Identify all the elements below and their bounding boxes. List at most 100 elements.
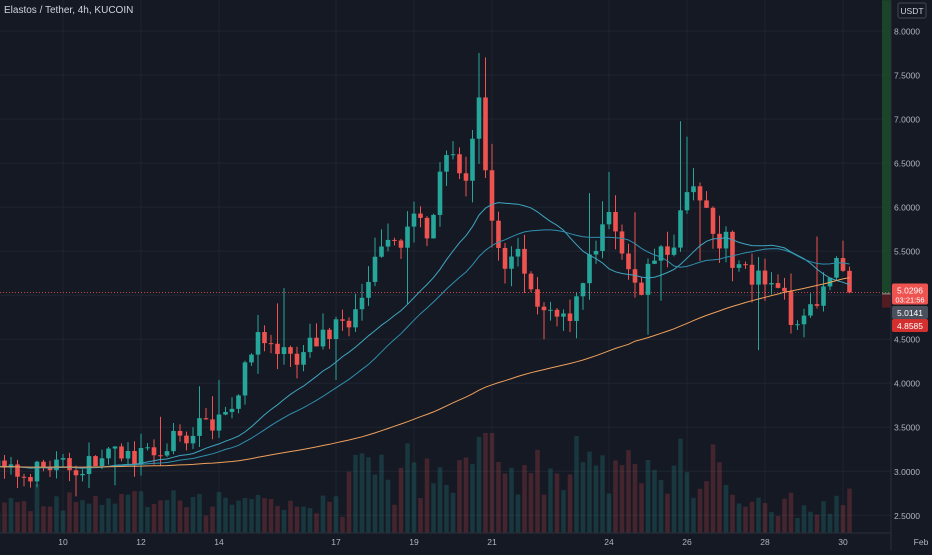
candle-body (594, 251, 599, 255)
volume-bar (665, 494, 670, 533)
volume-bar (366, 457, 371, 533)
candle-body (821, 286, 826, 305)
candle[interactable] (529, 271, 534, 292)
volume-bar (139, 491, 144, 533)
volume-bar (464, 457, 469, 533)
symbol-title: Elastos / Tether, 4h, KUCOIN (4, 5, 133, 16)
candle-body (334, 319, 339, 339)
candle-body (210, 419, 215, 430)
candle-body (795, 324, 800, 325)
volume-bar (691, 498, 696, 533)
candle-body (646, 264, 651, 295)
volume-bar (314, 513, 319, 533)
volume-bar (334, 496, 339, 533)
volume-bar (841, 505, 846, 533)
candle-body (321, 330, 326, 347)
candle-body (730, 232, 735, 268)
candle-body (477, 97, 482, 138)
volume-bar (477, 437, 482, 533)
candle-body (503, 248, 508, 269)
volume-bar (210, 507, 215, 533)
volume-bar (704, 481, 709, 533)
candle-body (418, 214, 423, 218)
price-tick-label: 6.0000 (894, 203, 920, 213)
candle[interactable] (431, 214, 436, 239)
volume-bar (594, 465, 599, 533)
volume-bar (373, 475, 378, 533)
time-tick-label: 26 (682, 537, 692, 547)
stop-price-value: 4.8585 (897, 321, 923, 331)
volume-bar (230, 505, 235, 533)
candle-body (15, 464, 20, 476)
volume-bar (769, 512, 774, 533)
candle-body (834, 258, 839, 278)
volume-bar (74, 502, 79, 533)
candle-body (139, 448, 144, 464)
candle-body (522, 249, 527, 274)
volume-bar (405, 443, 410, 533)
candle-body (217, 415, 222, 431)
volume-bar (204, 516, 209, 533)
entry-price-value: 5.0141 (897, 308, 923, 318)
volume-bar (106, 498, 111, 533)
candle-body (542, 307, 547, 311)
candle-body (171, 431, 176, 451)
candle-body (178, 431, 183, 436)
candle-body (269, 343, 274, 344)
candle-body (93, 456, 98, 466)
candle-body (652, 261, 657, 264)
price-tick-label: 4.0000 (894, 379, 920, 389)
candle-body (815, 304, 820, 306)
candle[interactable] (834, 256, 839, 280)
volume-bar (249, 499, 254, 533)
volume-bar (15, 502, 20, 533)
candle-body (756, 271, 761, 285)
volume-bar (327, 502, 332, 533)
candle-body (412, 214, 417, 227)
volume-bar (282, 510, 287, 533)
volume-bar (100, 505, 105, 533)
candle-body (256, 332, 261, 355)
volume-bar (119, 494, 124, 533)
price-tick-label: 4.5000 (894, 335, 920, 345)
volume-bar (191, 497, 196, 533)
price-tick-label: 7.5000 (894, 71, 920, 81)
candle-body (308, 338, 313, 352)
candle-body (132, 451, 137, 464)
volume-bar (776, 516, 781, 533)
volume-bar (522, 465, 527, 533)
time-tick-label: 19 (409, 537, 419, 547)
volume-bar (646, 460, 651, 533)
candle[interactable] (93, 455, 98, 466)
candle-body (782, 288, 787, 292)
volume-bar (782, 499, 787, 533)
volume-bar (633, 464, 638, 533)
volume-bar (470, 464, 475, 533)
candle-body (685, 192, 690, 210)
volume-bar (750, 502, 755, 533)
volume-bar (321, 496, 326, 533)
volume-bar (35, 484, 40, 533)
volume-bar (295, 507, 300, 533)
candle-body (67, 458, 72, 470)
candle-body (457, 154, 462, 173)
candle-body (230, 409, 235, 412)
candle-body (158, 455, 163, 456)
volume-bar (178, 500, 183, 533)
volume-bar (724, 485, 729, 533)
volume-bar (600, 455, 605, 533)
volume-bar (542, 495, 547, 533)
volume-bar (431, 483, 436, 533)
candle-body (184, 436, 189, 444)
time-tick-label: 28 (760, 537, 770, 547)
candle-body (74, 470, 79, 475)
candle-body (236, 395, 241, 408)
candle-body (678, 210, 683, 247)
candle-body (28, 477, 33, 481)
candle-body (672, 248, 677, 255)
candle-body (750, 265, 755, 285)
price-tick-label: 6.5000 (894, 159, 920, 169)
volume-bar (22, 501, 27, 533)
